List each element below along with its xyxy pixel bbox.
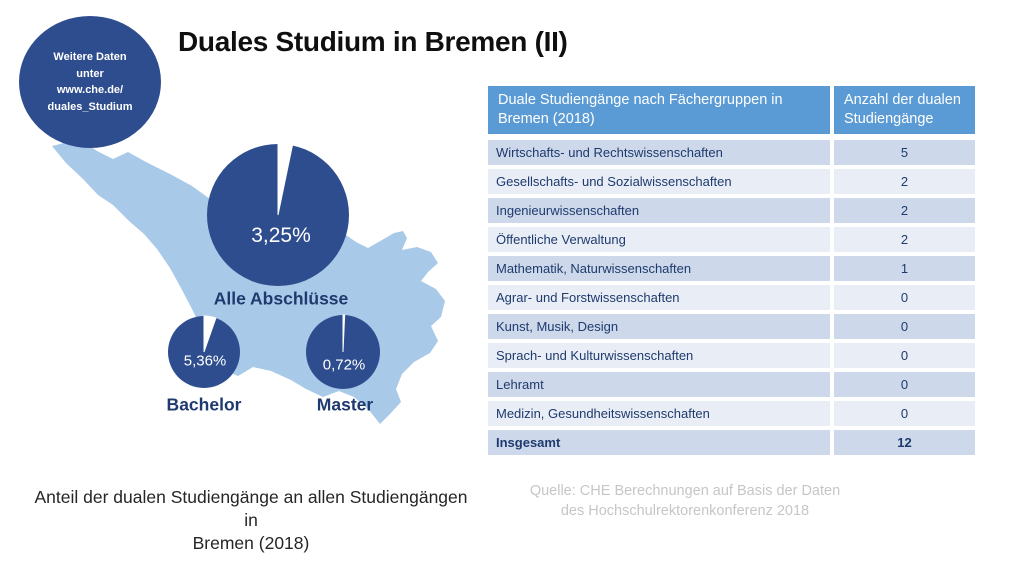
info-badge: Weitere Daten unter www.che.de/ duales_S… <box>19 16 161 148</box>
row-subject: Öffentliche Verwaltung <box>488 227 830 252</box>
row-count: 0 <box>830 314 975 339</box>
row-count: 2 <box>830 169 975 194</box>
row-subject: Lehramt <box>488 372 830 397</box>
pie-share-slice <box>277 143 293 216</box>
page-title: Duales Studium in Bremen (II) <box>178 26 568 57</box>
row-subject: Medizin, Gesundheitswissenschaften <box>488 401 830 426</box>
pie-caption-master: Master <box>316 394 374 415</box>
pie-value-bachelor: 5,36% <box>183 352 227 370</box>
table-header: Duale Studiengänge nach Fächergruppen in… <box>488 86 975 134</box>
row-subject: Gesellschafts- und Sozialwissenschaften <box>488 169 830 194</box>
table-row: Öffentliche Verwaltung 2 <box>488 227 975 252</box>
pie-caption-bachelor: Bachelor <box>166 394 242 415</box>
table-row: Lehramt 0 <box>488 372 975 397</box>
table-body: Wirtschafts- und Rechtswissenschaften 5 Ge… <box>488 140 975 455</box>
table-row: Ingenieurwissenschaften 2 <box>488 198 975 223</box>
pie-value-master: 0,72% <box>322 356 366 374</box>
row-subject: Wirtschafts- und Rechtswissenschaften <box>488 140 830 165</box>
chart-caption: Anteil der dualen Studiengänge an allen … <box>34 487 468 554</box>
table-row: Agrar- und Forstwissenschaften 0 <box>488 285 975 310</box>
pie-caption-alle-abschluesse: Alle Abschlüsse <box>213 288 349 309</box>
row-count: 0 <box>830 343 975 368</box>
table-row: Gesellschafts- und Sozialwissenschaften 2 <box>488 169 975 194</box>
row-subject: Kunst, Musik, Design <box>488 314 830 339</box>
row-count: 0 <box>830 285 975 310</box>
table-row: Medizin, Gesundheitswissenschaften 0 <box>488 401 975 426</box>
table-header-count: Anzahl der dualen Studiengänge <box>830 86 975 134</box>
row-count: 2 <box>830 227 975 252</box>
table-row: Kunst, Musik, Design 0 <box>488 314 975 339</box>
table-row: Insgesamt 12 <box>488 430 975 455</box>
subjects-table: Duale Studiengänge nach Fächergruppen in… <box>488 86 975 455</box>
pie-alle-abschl-sse <box>207 143 349 286</box>
row-count: 12 <box>830 430 975 455</box>
row-count: 0 <box>830 401 975 426</box>
pie-share-slice <box>342 314 346 353</box>
row-count: 2 <box>830 198 975 223</box>
row-count: 5 <box>830 140 975 165</box>
row-subject: Insgesamt <box>488 430 830 455</box>
pie-bachelor <box>168 315 240 388</box>
table-row: Mathematik, Naturwissenschaften 1 <box>488 256 975 281</box>
row-subject: Sprach- und Kulturwissenschaften <box>488 343 830 368</box>
table-row: Sprach- und Kulturwissenschaften 0 <box>488 343 975 368</box>
row-count: 1 <box>830 256 975 281</box>
pie-value-alle-abschluesse: 3,25% <box>251 224 311 247</box>
table-row: Wirtschafts- und Rechtswissenschaften 5 <box>488 140 975 165</box>
row-subject: Ingenieurwissenschaften <box>488 198 830 223</box>
row-subject: Mathematik, Naturwissenschaften <box>488 256 830 281</box>
table-header-subjects: Duale Studiengänge nach Fächergruppen in… <box>488 86 830 134</box>
source-note: Quelle: CHE Berechnungen auf Basis der D… <box>529 483 841 520</box>
pie-charts <box>168 143 380 389</box>
pie-master <box>306 314 380 389</box>
pie-share-slice <box>203 315 217 353</box>
row-subject: Agrar- und Forstwissenschaften <box>488 285 830 310</box>
row-count: 0 <box>830 372 975 397</box>
